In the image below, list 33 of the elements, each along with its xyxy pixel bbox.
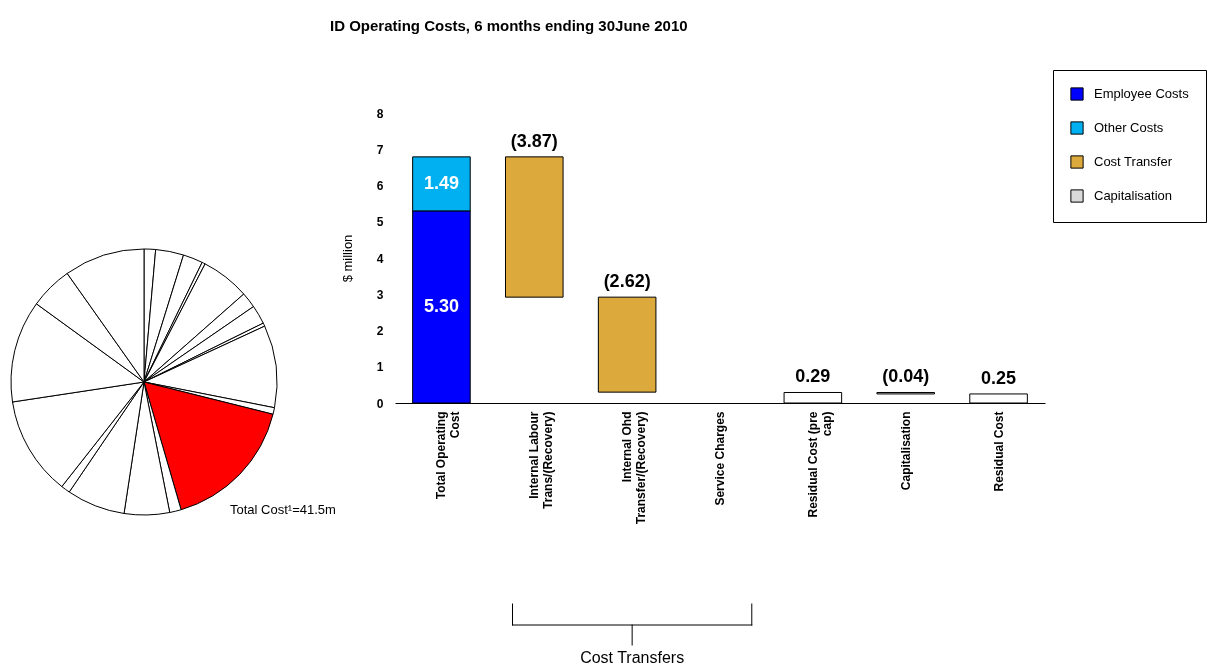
y-tick-label: 5: [376, 215, 384, 230]
x-tick-label: Capitalisation: [898, 411, 913, 491]
y-axis-title: $ million: [339, 234, 355, 283]
legend-label: Other Costs: [1094, 120, 1164, 135]
x-tick-label: Residual Cost: [991, 411, 1006, 492]
bar: [505, 156, 564, 298]
x-tick-label: Total Operating Cost: [434, 411, 463, 500]
data-label: (2.62): [603, 271, 651, 292]
y-tick-label: 7: [376, 142, 384, 157]
x-tick-label: Internal Ohd Transfer/(Recovery): [620, 411, 649, 525]
data-label: (3.87): [510, 130, 558, 151]
x-tick-label: Residual Cost (pre cap): [805, 411, 834, 518]
x-tick-label: Internal Labour Trans/(Recovery): [527, 411, 556, 509]
legend-label: Cost Transfer: [1094, 154, 1173, 169]
y-tick-label: 1: [376, 360, 384, 375]
data-label: 0.29: [795, 366, 831, 387]
chart-title: ID Operating Costs, 6 months ending 30June 2010: [330, 16, 688, 34]
y-tick-label: 4: [376, 251, 384, 266]
legend-label: Capitalisation: [1094, 188, 1173, 203]
x-tick-label: Service Charges: [713, 411, 727, 506]
y-tick-label: 8: [376, 106, 384, 121]
y-tick-label: 3: [376, 287, 384, 302]
data-label: 0.25: [981, 367, 1017, 388]
data-label: 5.30: [423, 295, 459, 316]
data-label: 1.49: [423, 172, 459, 193]
text: Cost Transfers: [580, 649, 685, 666]
y-tick-label: 2: [376, 324, 384, 338]
legend-label: Employee Costs: [1094, 86, 1190, 101]
y-tick-label: 6: [376, 179, 384, 193]
text: Total Cost¹=41.5m: [230, 502, 336, 517]
bar: [597, 296, 657, 393]
y-tick-label: 0: [376, 396, 384, 411]
data-label: (0.04): [882, 366, 930, 387]
